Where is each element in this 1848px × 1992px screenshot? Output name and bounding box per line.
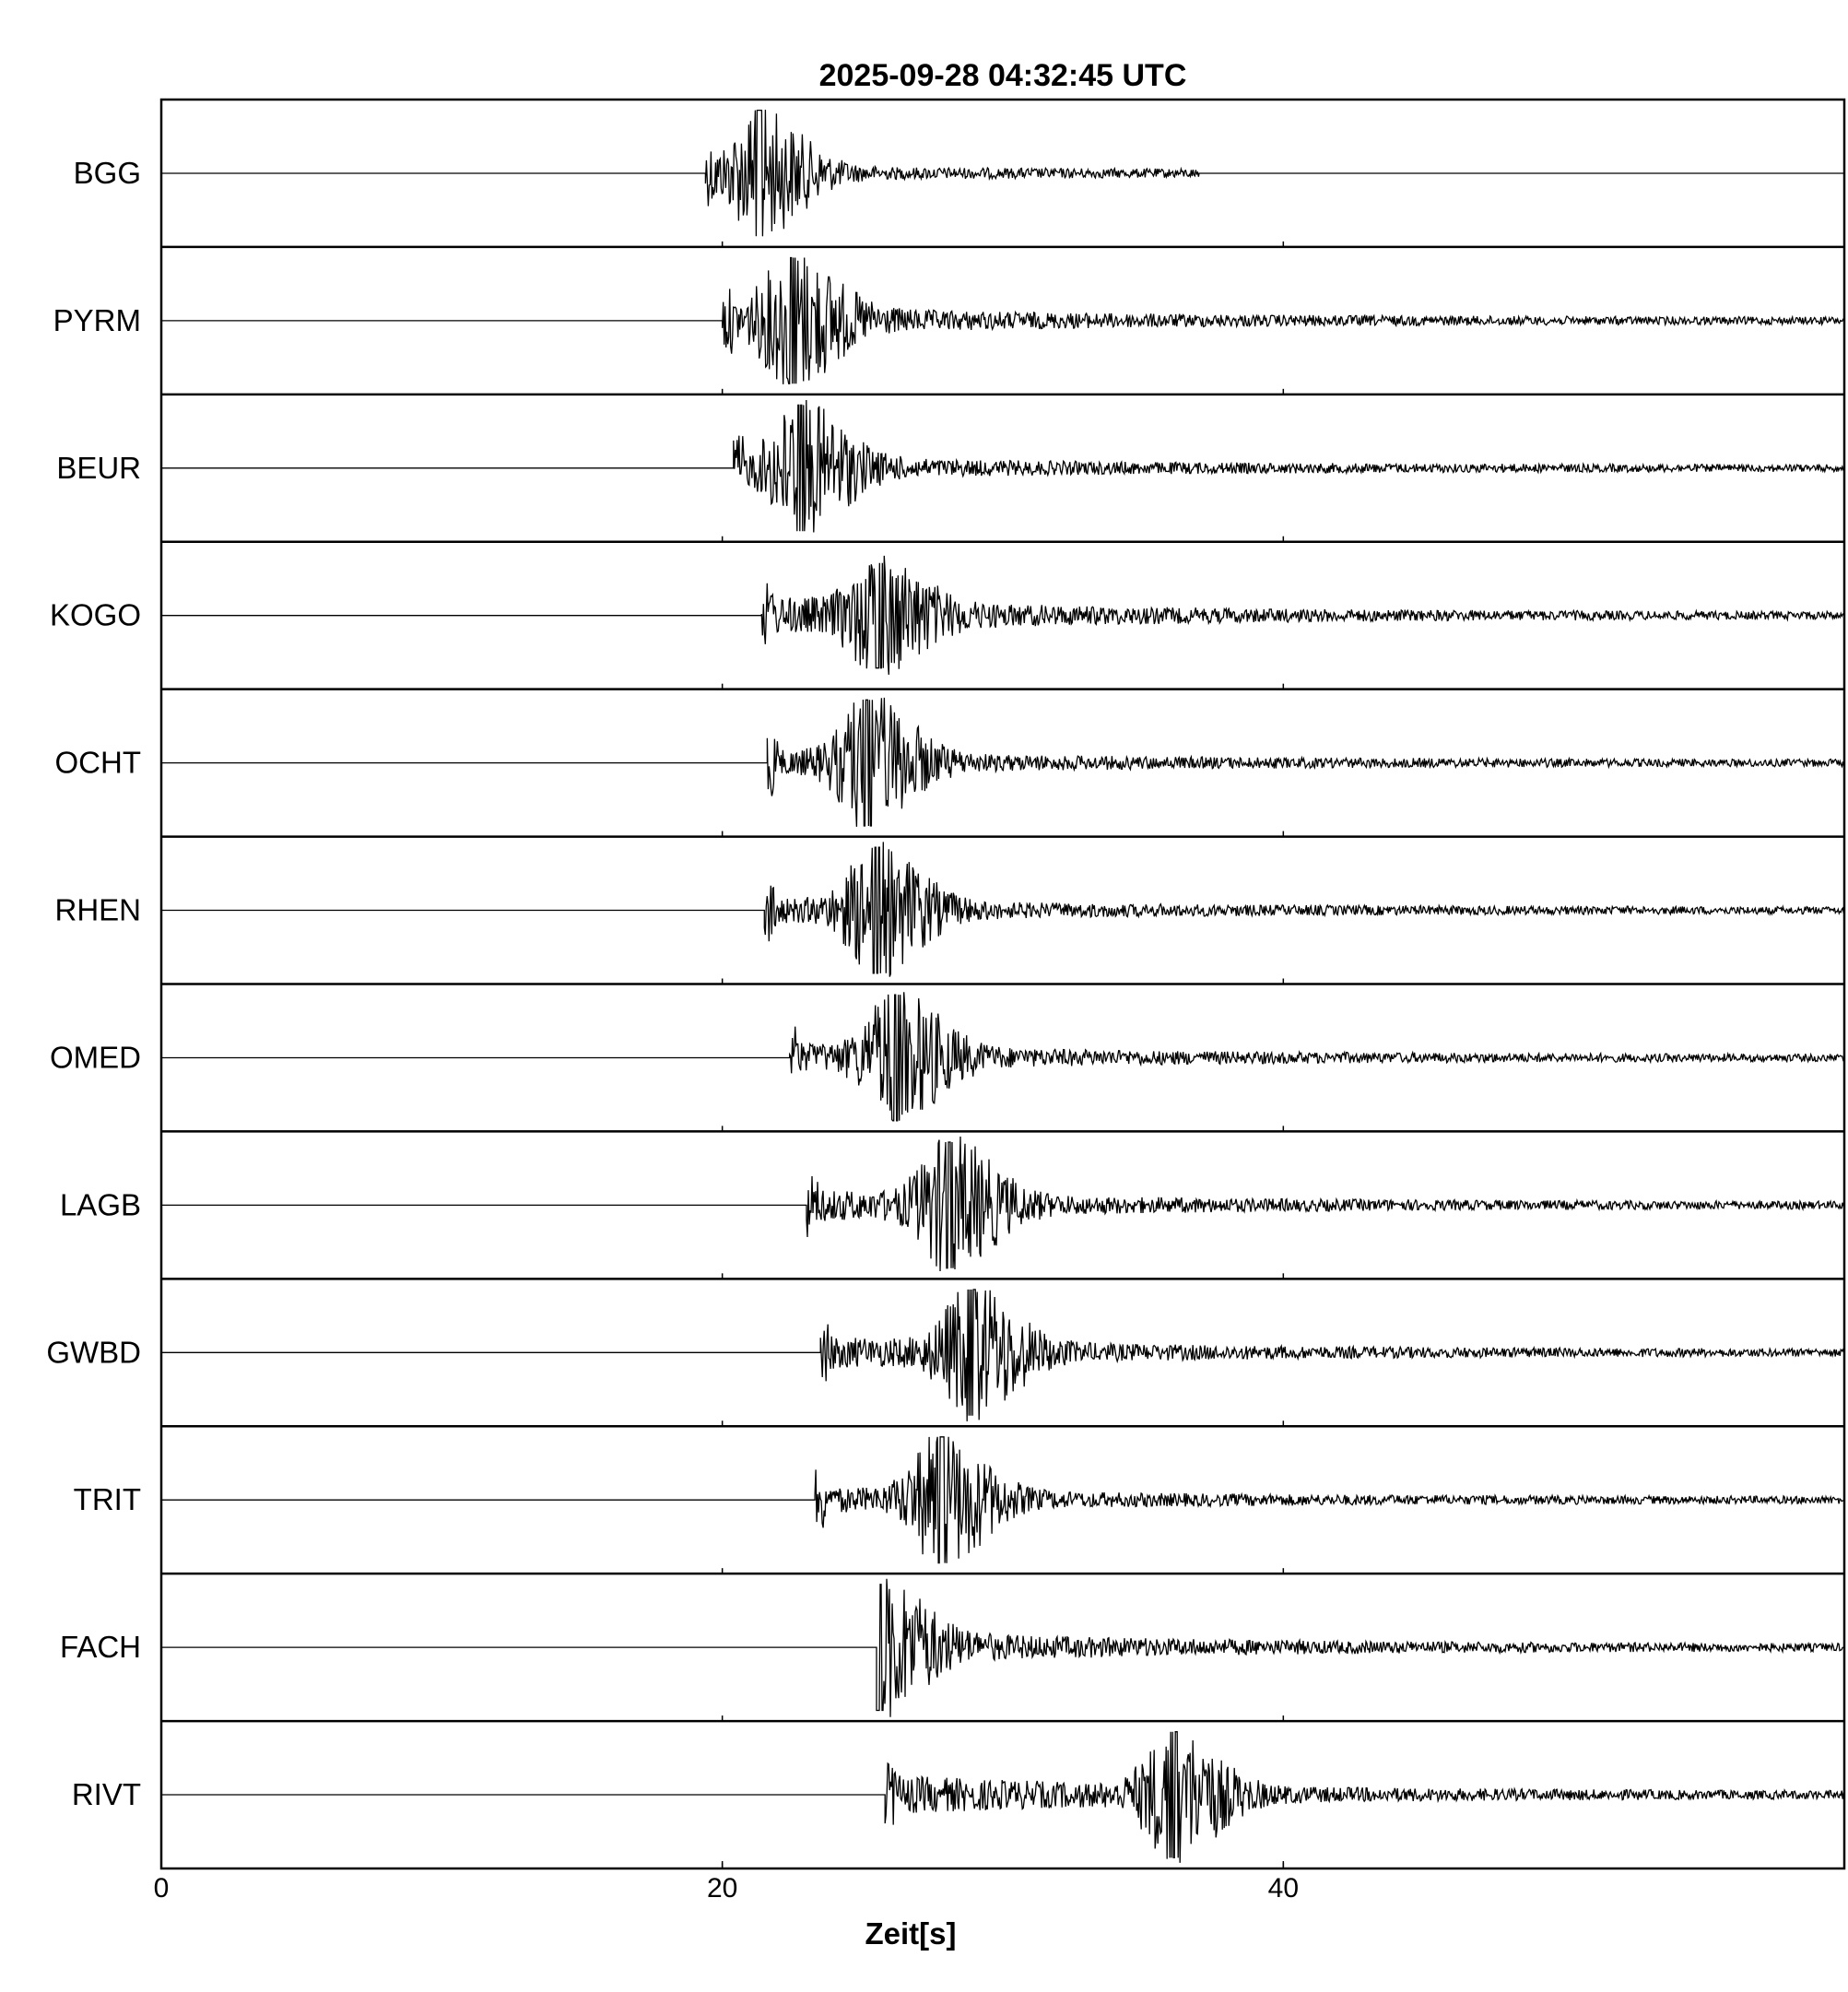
station-label: RHEN [54,893,141,927]
waveform-bgg [161,109,1844,237]
waveform-rhen [161,842,1844,977]
station-label: BEUR [56,451,141,485]
waveform-omed [161,992,1845,1122]
station-label: OMED [50,1040,141,1074]
station-label: GWBD [46,1335,141,1369]
station-label: OCHT [55,746,142,780]
waveform-lagb [161,1136,1845,1272]
waveform-ocht [161,697,1845,827]
x-axis-label: Zeit[s] [865,1916,957,1951]
x-tick-label: 40 [1268,1873,1299,1904]
station-label: KOGO [50,598,141,632]
x-tick-label: 20 [707,1873,737,1904]
station-label: FACH [60,1630,141,1664]
x-tick-label: 0 [154,1873,170,1904]
waveform-kogo [161,555,1844,675]
waveform-beur [161,399,1845,533]
station-label: LAGB [60,1187,141,1221]
waveform-gwbd [161,1289,1844,1421]
station-label: TRIT [74,1482,141,1516]
waveform-trit [161,1436,1844,1564]
waveform-fach [161,1578,1844,1717]
waveform-pyrm [161,256,1845,384]
chart-title: 2025-09-28 04:32:45 UTC [819,58,1187,93]
plot-frame [159,98,1846,1870]
waveform-rivt [161,1731,1844,1863]
station-label: PYRM [53,303,141,337]
station-label: BGG [74,156,141,190]
station-label: RIVT [72,1777,141,1811]
